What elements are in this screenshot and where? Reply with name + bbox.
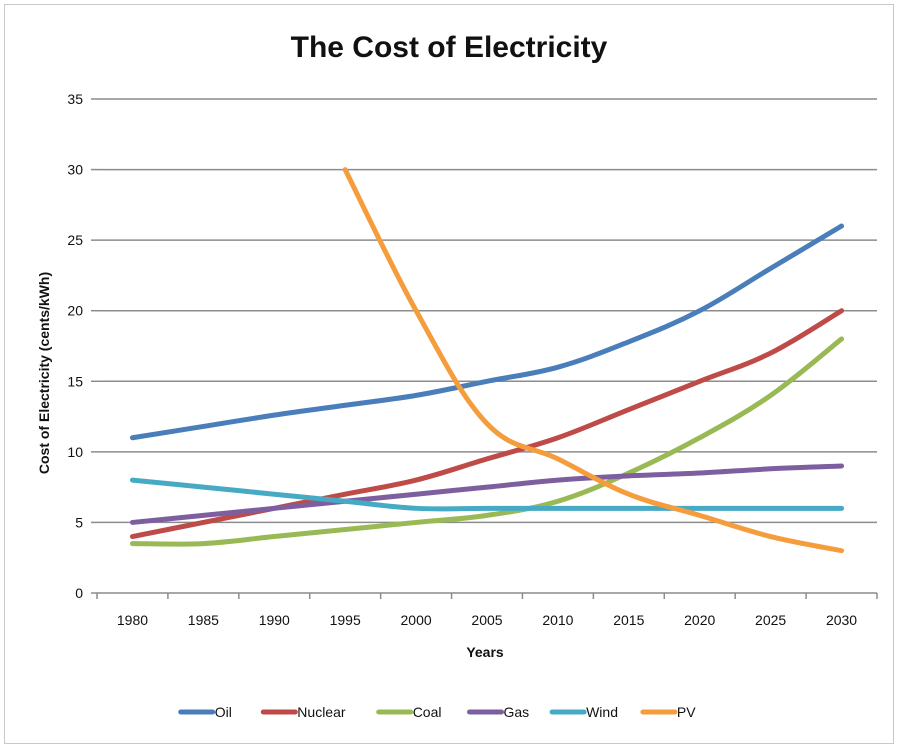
x-tick-label: 2020 [684, 612, 715, 628]
y-tick-label: 0 [75, 585, 83, 601]
y-tick-label: 30 [67, 162, 83, 178]
y-tick-label: 35 [67, 91, 83, 107]
x-tick-label: 1985 [188, 612, 219, 628]
y-tick-label: 5 [75, 514, 83, 530]
series-line-coal [129, 336, 845, 547]
series-layer [129, 167, 845, 554]
y-tick-label: 15 [67, 373, 83, 389]
x-tick-label: 2025 [755, 612, 786, 628]
x-tick-label: 2000 [401, 612, 432, 628]
y-tick-label: 25 [67, 232, 83, 248]
x-tick-label: 1990 [259, 612, 290, 628]
y-tick-label: 10 [67, 444, 83, 460]
legend-item-oil: Oil [178, 704, 232, 720]
chart-frame: The Cost of Electricity 0 5 10 15 20 25 30 35 1… [4, 4, 894, 744]
y-tick-label: 20 [67, 303, 83, 319]
x-tick-labels: 1980 1985 1990 1995 2000 2005 2010 2015 2020 2025… [117, 612, 857, 628]
series-line-wind [129, 477, 845, 512]
legend-label: Nuclear [297, 704, 346, 720]
y-axis-title: Cost of Electricity (cents/kWh) [36, 272, 52, 474]
legend-label: Coal [413, 704, 442, 720]
legend-label: Wind [586, 704, 618, 720]
chart-title: The Cost of Electricity [291, 31, 608, 64]
legend-item-wind: Wind [549, 704, 618, 720]
x-tick-label: 2005 [471, 612, 502, 628]
x-axis-title: Years [466, 644, 504, 660]
series-line-gas [129, 463, 845, 525]
x-tick-label: 1995 [330, 612, 361, 628]
x-tick-label: 1980 [117, 612, 148, 628]
x-tick-label: 2015 [613, 612, 644, 628]
grid-layer [91, 98, 878, 599]
x-tick-label: 2010 [542, 612, 573, 628]
series-line-oil [129, 223, 845, 441]
x-tick-label: 2030 [826, 612, 857, 628]
legend-label: PV [677, 704, 696, 720]
y-tick-labels: 0 5 10 15 20 25 30 35 [67, 91, 83, 601]
legend-label: Gas [504, 704, 530, 720]
legend: Oil Nuclear Coal Gas Wind PV [178, 704, 696, 720]
legend-label: Oil [215, 704, 232, 720]
legend-item-nuclear: Nuclear [260, 704, 346, 720]
legend-item-coal: Coal [376, 704, 442, 720]
series-line-pv [342, 167, 845, 554]
legend-item-gas: Gas [467, 704, 530, 720]
legend-item-pv: PV [640, 704, 696, 720]
